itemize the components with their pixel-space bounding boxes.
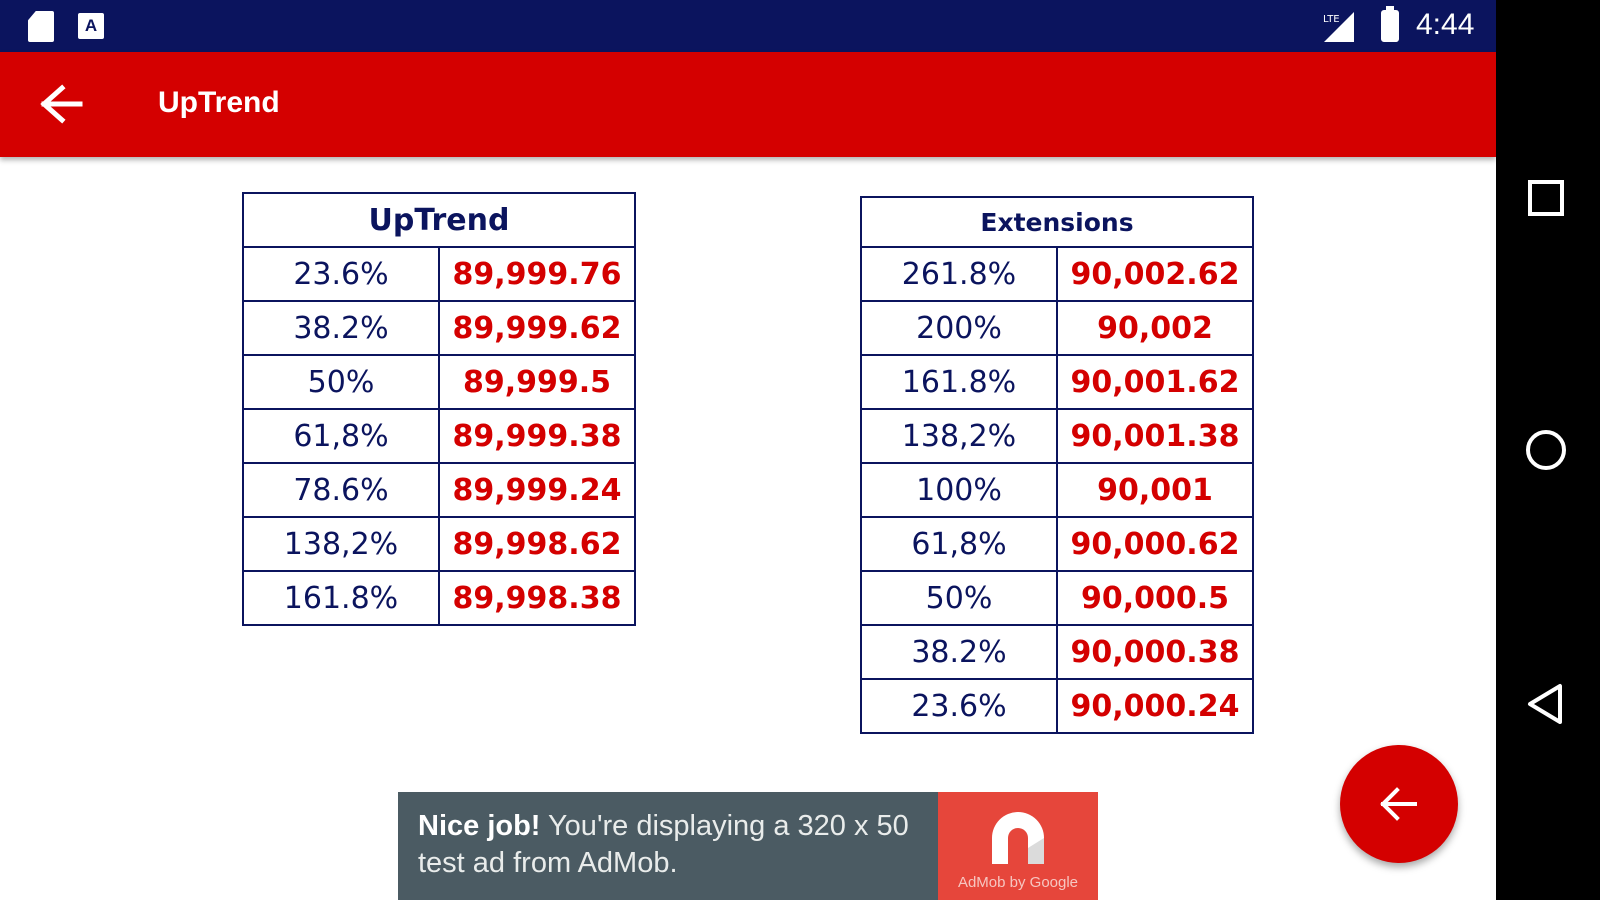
level-value: 90,000.5	[1056, 570, 1254, 626]
home-circle-icon[interactable]	[1524, 428, 1568, 472]
table-row: 78.6% 89,999.24	[242, 462, 636, 518]
lte-signal-icon: LTE	[1322, 12, 1354, 42]
battery-icon	[1381, 6, 1399, 42]
extensions-table-header: Extensions	[860, 196, 1254, 248]
extensions-table: Extensions 261.8% 90,002.62 200% 90,002 16…	[860, 196, 1254, 734]
level-value: 90,002	[1056, 300, 1254, 356]
level-percent: 61,8%	[242, 408, 440, 464]
level-value: 89,998.62	[438, 516, 636, 572]
level-percent: 161.8%	[860, 354, 1058, 410]
level-percent: 23.6%	[860, 678, 1058, 734]
arrow-back-icon[interactable]	[40, 84, 84, 124]
svg-text:LTE: LTE	[1323, 14, 1340, 25]
level-percent: 61,8%	[860, 516, 1058, 572]
level-value: 89,999.62	[438, 300, 636, 356]
navigation-bar	[1496, 0, 1600, 900]
table-row: 261.8% 90,002.62	[860, 246, 1254, 302]
level-value: 90,001	[1056, 462, 1254, 518]
back-triangle-icon[interactable]	[1524, 682, 1568, 726]
uptrend-table: UpTrend 23.6% 89,999.76 38.2% 89,999.62 50…	[242, 192, 636, 626]
level-percent: 78.6%	[242, 462, 440, 518]
table-row: 138,2% 90,001.38	[860, 408, 1254, 464]
table-row: 61,8% 89,999.38	[242, 408, 636, 464]
level-percent: 50%	[242, 354, 440, 410]
status-bar: A LTE 4:44	[0, 0, 1496, 52]
back-fab-button[interactable]	[1340, 745, 1458, 863]
table-row: 38.2% 90,000.38	[860, 624, 1254, 680]
level-percent: 38.2%	[242, 300, 440, 356]
table-row: 61,8% 90,000.62	[860, 516, 1254, 572]
ad-headline: Nice job!	[418, 810, 541, 842]
ad-logo-caption: AdMob by Google	[957, 874, 1079, 891]
table-row: 38.2% 89,999.62	[242, 300, 636, 356]
level-value: 89,999.76	[438, 246, 636, 302]
table-row: 161.8% 89,998.38	[242, 570, 636, 626]
status-clock: 4:44	[1416, 8, 1475, 41]
level-percent: 161.8%	[242, 570, 440, 626]
level-percent: 23.6%	[242, 246, 440, 302]
level-value: 89,999.38	[438, 408, 636, 464]
level-value: 89,999.5	[438, 354, 636, 410]
uptrend-table-header: UpTrend	[242, 192, 636, 248]
table-row: 200% 90,002	[860, 300, 1254, 356]
arrow-back-icon	[1380, 787, 1417, 821]
admob-logo-icon	[992, 812, 1044, 864]
sd-card-icon	[28, 11, 54, 42]
table-row: 23.6% 89,999.76	[242, 246, 636, 302]
ad-text: Nice job! You're displaying a 320 x 50 t…	[418, 808, 928, 882]
level-value: 90,002.62	[1056, 246, 1254, 302]
table-row: 50% 89,999.5	[242, 354, 636, 410]
level-percent: 100%	[860, 462, 1058, 518]
level-percent: 38.2%	[860, 624, 1058, 680]
level-percent: 138,2%	[860, 408, 1058, 464]
table-row: 50% 90,000.5	[860, 570, 1254, 626]
level-value: 90,001.62	[1056, 354, 1254, 410]
level-value: 90,000.62	[1056, 516, 1254, 572]
level-value: 90,000.38	[1056, 624, 1254, 680]
level-percent: 138,2%	[242, 516, 440, 572]
level-value: 90,001.38	[1056, 408, 1254, 464]
page-title: UpTrend	[158, 86, 280, 119]
app-bar	[0, 52, 1496, 157]
admob-test-ad-banner[interactable]: Nice job! You're displaying a 320 x 50 t…	[398, 792, 1098, 900]
a-notification-glyph: A	[84, 16, 98, 35]
recents-square-icon[interactable]	[1524, 176, 1568, 220]
table-row: 100% 90,001	[860, 462, 1254, 518]
level-value: 90,000.24	[1056, 678, 1254, 734]
table-row: 138,2% 89,998.62	[242, 516, 636, 572]
level-value: 89,999.24	[438, 462, 636, 518]
level-percent: 50%	[860, 570, 1058, 626]
level-value: 89,998.38	[438, 570, 636, 626]
level-percent: 261.8%	[860, 246, 1058, 302]
ad-body: You're displaying a 320 x 50 test ad fro…	[418, 810, 909, 879]
a-notification-icon: A	[78, 13, 104, 39]
ad-logo-block: AdMob by Google	[938, 792, 1098, 900]
table-row: 23.6% 90,000.24	[860, 678, 1254, 734]
level-percent: 200%	[860, 300, 1058, 356]
table-row: 161.8% 90,001.62	[860, 354, 1254, 410]
